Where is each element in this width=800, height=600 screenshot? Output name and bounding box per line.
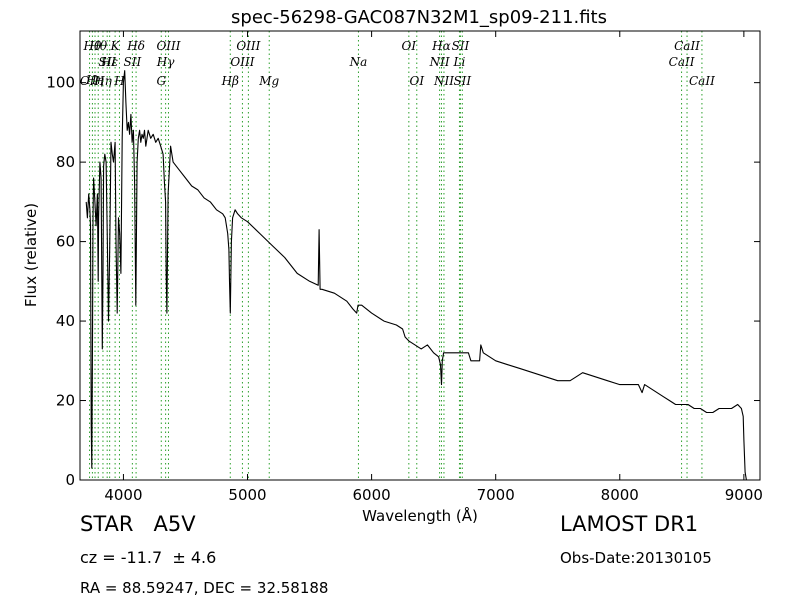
marker-label: CaII	[689, 74, 715, 88]
spectrum-line	[85, 70, 747, 480]
marker-label: Li	[453, 55, 466, 69]
x-tick-label: 5000	[228, 486, 266, 504]
marker-label: G	[156, 74, 166, 88]
marker-label: Hθ	[88, 39, 107, 53]
marker-label: OI	[402, 39, 417, 53]
chart-title: spec-56298-GAC087N32M1_sp09-211.fits	[231, 7, 607, 28]
marker-label: NII	[429, 55, 450, 69]
x-tick-label: 9000	[725, 486, 763, 504]
marker-label: Hδ	[126, 39, 145, 53]
release-label: LAMOST DR1	[560, 512, 699, 536]
marker-label: Na	[349, 55, 368, 69]
emission-line-markers: OIIHθHηHθHηSIIHεKHSIIHδGHγOIIIHβOIIIOIII…	[80, 31, 715, 480]
marker-label: OIII	[156, 39, 180, 53]
spectrum-line-group	[85, 70, 747, 480]
axis-ticks: 4000 5000 6000 7000 8000 9000 0 20 40 60 80 100	[46, 31, 763, 504]
marker-label: Hα	[431, 39, 451, 53]
x-tick-label: 4000	[104, 486, 142, 504]
marker-label: OIII	[230, 55, 254, 69]
marker-label: Hβ	[221, 74, 239, 88]
x-tick-label: 6000	[353, 486, 391, 504]
marker-label: SII	[98, 55, 116, 69]
obs-date-label: Obs-Date:20130105	[560, 549, 712, 567]
marker-label: OIII	[236, 39, 260, 53]
y-axis-label: Flux (relative)	[22, 203, 40, 307]
y-tick-label: 80	[56, 153, 75, 171]
coordinates-label: RA = 88.59247, DEC = 32.58188	[80, 579, 329, 597]
x-tick-label: 7000	[477, 486, 515, 504]
marker-label: Hη	[85, 73, 104, 87]
marker-label: Hη	[93, 74, 112, 88]
marker-label: CaII	[669, 55, 695, 69]
redshift-label: cz = -11.7 ± 4.6	[80, 548, 217, 567]
marker-label: SII	[124, 55, 142, 69]
marker-label: Hε	[100, 55, 118, 69]
marker-label: Hθ	[83, 39, 102, 53]
spectral-class-label: STAR A5V	[80, 512, 196, 536]
marker-label: H	[113, 74, 125, 88]
y-tick-label: 100	[46, 74, 75, 92]
plot-frame	[79, 30, 761, 481]
x-tick-label: 8000	[601, 486, 639, 504]
y-tick-label: 40	[56, 312, 75, 330]
marker-label: SII	[452, 39, 470, 53]
marker-label: Hγ	[156, 55, 175, 69]
y-tick-label: 0	[65, 471, 75, 489]
y-tick-label: 60	[56, 233, 75, 251]
x-axis-label: Wavelength (Å)	[362, 506, 478, 525]
marker-label: OI	[409, 74, 424, 88]
marker-label: K	[110, 39, 121, 53]
y-tick-label: 20	[56, 392, 75, 410]
marker-label: NII	[433, 74, 454, 88]
marker-label: CaII	[674, 39, 700, 53]
marker-label: SII	[453, 74, 471, 88]
marker-label: Mg	[258, 74, 279, 88]
